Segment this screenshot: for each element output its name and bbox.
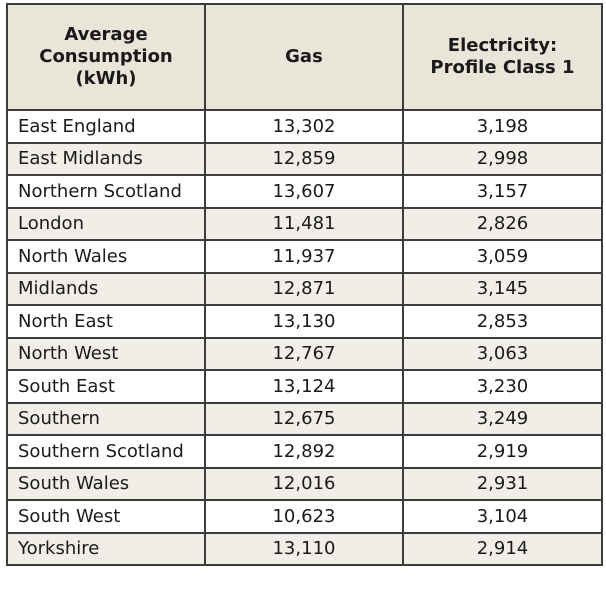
gas-cell: 13,130 [203, 304, 404, 339]
gas-cell: 12,859 [203, 141, 404, 176]
region-cell: Southern [6, 401, 206, 436]
table-row: Southern Scotland 12,892 2,919 [6, 434, 604, 469]
gas-cell: 11,481 [203, 206, 404, 241]
region-cell: Yorkshire [6, 531, 206, 566]
electricity-cell: 3,059 [401, 239, 604, 274]
region-cell: East England [6, 109, 206, 144]
electricity-cell: 3,157 [401, 174, 604, 209]
header-gas: Gas [203, 3, 404, 111]
gas-cell: 13,302 [203, 109, 404, 144]
gas-cell: 10,623 [203, 499, 404, 534]
region-cell: East Midlands [6, 141, 206, 176]
region-cell: North Wales [6, 239, 206, 274]
header-electricity: Electricity: Profile Class 1 [401, 3, 604, 111]
region-cell: London [6, 206, 206, 241]
table-header-row: Average Consumption (kWh) Gas Electricit… [6, 3, 604, 111]
header-region-line-2: Consumption [39, 46, 173, 67]
electricity-cell: 3,230 [401, 369, 604, 404]
gas-cell: 12,871 [203, 271, 404, 306]
gas-cell: 11,937 [203, 239, 404, 274]
electricity-cell: 2,931 [401, 466, 604, 501]
electricity-cell: 2,914 [401, 531, 604, 566]
header-region-line-3: (kWh) [75, 68, 137, 89]
electricity-cell: 2,998 [401, 141, 604, 176]
table-row: South East 13,124 3,230 [6, 369, 604, 404]
table-row: North Wales 11,937 3,059 [6, 239, 604, 274]
region-cell: Northern Scotland [6, 174, 206, 209]
region-cell: North West [6, 336, 206, 371]
table-row: Yorkshire 13,110 2,914 [6, 531, 604, 566]
region-cell: South Wales [6, 466, 206, 501]
header-electricity-line-2: Profile Class 1 [430, 57, 575, 78]
electricity-cell: 2,853 [401, 304, 604, 339]
electricity-cell: 2,919 [401, 434, 604, 469]
consumption-table: Average Consumption (kWh) Gas Electricit… [6, 3, 604, 566]
electricity-cell: 3,063 [401, 336, 604, 371]
electricity-cell: 3,145 [401, 271, 604, 306]
table-row: Northern Scotland 13,607 3,157 [6, 174, 604, 209]
gas-cell: 12,892 [203, 434, 404, 469]
table-row: London 11,481 2,826 [6, 206, 604, 241]
region-cell: Midlands [6, 271, 206, 306]
electricity-cell: 3,104 [401, 499, 604, 534]
header-average-consumption: Average Consumption (kWh) [6, 3, 206, 111]
gas-cell: 13,607 [203, 174, 404, 209]
table-row: East England 13,302 3,198 [6, 109, 604, 144]
gas-cell: 12,675 [203, 401, 404, 436]
electricity-cell: 3,198 [401, 109, 604, 144]
gas-cell: 12,016 [203, 466, 404, 501]
header-region-line-1: Average [64, 24, 148, 45]
gas-cell: 13,124 [203, 369, 404, 404]
table-row: North West 12,767 3,063 [6, 336, 604, 371]
header-gas-label: Gas [285, 46, 323, 67]
region-cell: Southern Scotland [6, 434, 206, 469]
header-electricity-line-1: Electricity: [447, 35, 558, 56]
electricity-cell: 3,249 [401, 401, 604, 436]
table-row: Midlands 12,871 3,145 [6, 271, 604, 306]
table-row: East Midlands 12,859 2,998 [6, 141, 604, 176]
table-row: North East 13,130 2,853 [6, 304, 604, 339]
gas-cell: 12,767 [203, 336, 404, 371]
electricity-cell: 2,826 [401, 206, 604, 241]
table-row: South West 10,623 3,104 [6, 499, 604, 534]
region-cell: South East [6, 369, 206, 404]
region-cell: South West [6, 499, 206, 534]
gas-cell: 13,110 [203, 531, 404, 566]
table-row: Southern 12,675 3,249 [6, 401, 604, 436]
table-body: East England 13,302 3,198 East Midlands … [6, 109, 604, 566]
region-cell: North East [6, 304, 206, 339]
table-row: South Wales 12,016 2,931 [6, 466, 604, 501]
